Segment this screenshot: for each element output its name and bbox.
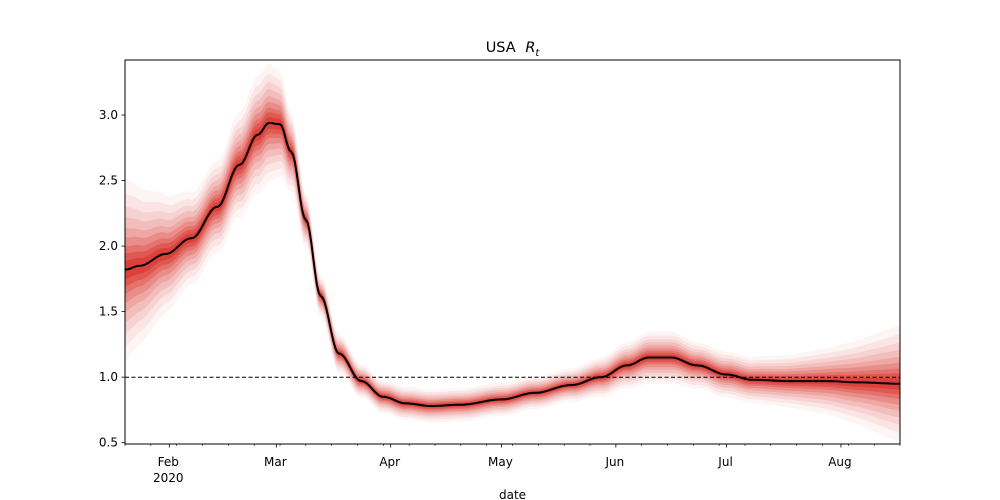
x-tick-label: Apr (379, 455, 400, 469)
interval-band-4 (125, 88, 900, 418)
chart-title: USA Rt (486, 40, 541, 59)
interval-band-8 (125, 112, 900, 409)
y-tick-label: 3.0 (99, 108, 118, 122)
median-line (125, 121, 900, 407)
y-axis: 0.5 1.0 1.5 2.0 2.5 3.0 (99, 108, 125, 450)
x-tick-sublabel: 2020 (153, 471, 184, 485)
chart-title-subscript: t (535, 48, 540, 59)
x-tick-label: Jul (717, 455, 732, 469)
median-series (125, 121, 900, 407)
x-tick-label: Mar (264, 455, 287, 469)
interval-band-1 (125, 63, 900, 443)
chart-title-text: USA (486, 40, 516, 56)
x-tick-label: Feb (158, 455, 179, 469)
interval-band-2 (125, 73, 900, 434)
x-tick-label: Aug (828, 455, 851, 469)
x-tick-label: May (488, 455, 513, 469)
interval-band-3 (125, 81, 900, 425)
y-tick-label: 0.5 (99, 436, 118, 450)
y-tick-label: 1.5 (99, 305, 118, 319)
x-tick-label: Jun (604, 455, 624, 469)
interval-band-7 (125, 107, 900, 411)
x-axis: Feb 2020 Mar Apr May Jun Jul Aug (124, 444, 901, 485)
chart-title-symbol: R (525, 40, 535, 56)
y-tick-label: 2.0 (99, 239, 118, 253)
y-tick-label: 1.0 (99, 370, 118, 384)
x-axis-label: date (499, 488, 526, 500)
y-tick-label: 2.5 (99, 174, 118, 188)
interval-band-9 (125, 117, 900, 408)
